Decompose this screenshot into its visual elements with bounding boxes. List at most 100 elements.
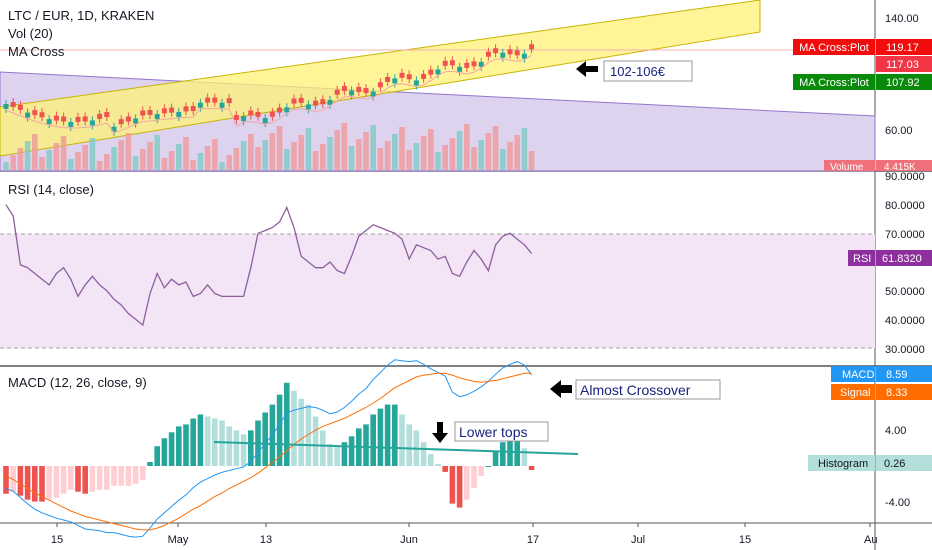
candle-body — [118, 119, 124, 125]
histogram-bar — [89, 466, 96, 492]
histogram-bar — [327, 444, 333, 466]
candle-body — [428, 69, 434, 75]
volume-bar — [334, 130, 340, 170]
price-tick: 60.00 — [885, 125, 913, 137]
histogram-bar — [183, 424, 189, 466]
candle-body — [17, 104, 23, 110]
candle-body — [298, 97, 304, 103]
candle-body — [464, 62, 470, 68]
histogram-bar — [53, 466, 60, 498]
svg-text:119.17: 119.17 — [886, 42, 919, 54]
time-label: Au — [864, 534, 877, 546]
histogram-bar — [75, 466, 81, 492]
volume-bar — [507, 142, 513, 170]
histogram-bar — [471, 466, 477, 488]
histogram-bar — [449, 466, 456, 504]
histogram-bar — [276, 394, 283, 466]
time-label: 13 — [260, 534, 272, 546]
ma-cross-badge-2: MA Cross:Plot 107.92 — [793, 74, 932, 90]
histogram-bar — [24, 466, 31, 500]
histogram-bar — [197, 414, 204, 466]
candle-body — [385, 77, 391, 82]
histogram-bar — [3, 466, 9, 494]
volume-bar — [240, 141, 247, 170]
histogram-bar — [132, 466, 139, 484]
volume-bar — [370, 125, 376, 170]
svg-text:RSI: RSI — [853, 253, 871, 265]
candle-body — [377, 82, 383, 88]
svg-text:107.92: 107.92 — [886, 77, 920, 89]
volume-bar — [32, 134, 38, 170]
volume-bar — [413, 143, 420, 170]
volume-bar — [147, 142, 153, 170]
candle-body — [25, 112, 31, 118]
volume-bar — [96, 161, 103, 170]
volume-bar — [442, 145, 448, 170]
candle-body — [61, 116, 67, 122]
histogram-bar — [204, 416, 211, 466]
histogram-bar — [492, 452, 499, 466]
histogram-bar — [298, 398, 304, 466]
histogram-bar — [363, 424, 369, 466]
candle-body — [500, 52, 506, 58]
histogram-bar — [392, 404, 398, 466]
histogram-bar — [464, 466, 470, 500]
histogram-bar — [500, 442, 506, 466]
histogram-bar — [442, 466, 448, 472]
candle-body — [32, 110, 38, 116]
histogram-bar — [46, 466, 52, 500]
candle-body — [493, 48, 499, 54]
candle-body — [176, 111, 182, 117]
candle-body — [205, 97, 211, 103]
volume-bar — [10, 155, 16, 170]
histogram-bar — [10, 466, 16, 492]
volume-bar — [104, 154, 110, 170]
candle-body — [161, 108, 167, 114]
histogram-bar — [478, 466, 484, 476]
histogram-bar — [111, 466, 117, 486]
histogram-bar — [176, 426, 182, 466]
volume-bar — [514, 135, 520, 170]
volume-bar — [528, 151, 535, 170]
volume-bar — [492, 126, 499, 170]
svg-text:MA Cross:Plot: MA Cross:Plot — [799, 77, 869, 89]
candle-body — [449, 60, 455, 66]
candle-body — [269, 111, 275, 117]
candle-body — [313, 100, 319, 106]
volume-bars — [3, 123, 535, 170]
volume-bar — [320, 144, 326, 170]
histogram-bar — [96, 466, 103, 490]
histogram-bar — [284, 382, 290, 466]
histogram-bar — [348, 436, 355, 466]
histogram-bar — [233, 430, 240, 466]
candle-body — [147, 110, 153, 115]
candle-body — [284, 107, 290, 113]
volume-bar — [89, 138, 96, 170]
histogram-bar — [485, 466, 492, 467]
candle-body — [46, 119, 52, 125]
rsi-tick: 50.0000 — [885, 286, 925, 298]
candles — [3, 40, 535, 136]
macd-tick: -4.00 — [885, 497, 910, 509]
histogram-bar — [226, 426, 232, 466]
candle-body — [68, 122, 74, 127]
histogram-bar — [456, 466, 463, 508]
candle-body — [169, 107, 175, 113]
volume-bar — [219, 162, 225, 170]
arrow-left-icon — [576, 61, 598, 77]
rsi-label: RSI (14, close) — [8, 182, 94, 197]
svg-text:8.59: 8.59 — [886, 369, 907, 381]
svg-text:117.03: 117.03 — [886, 59, 919, 71]
candle-body — [190, 106, 196, 111]
histogram-bar — [334, 446, 340, 466]
histogram-bar — [406, 424, 412, 466]
volume-bar — [197, 153, 204, 170]
volume-bar — [428, 129, 434, 170]
histogram-bar — [125, 466, 132, 486]
volume-bar — [75, 152, 81, 170]
candle-body — [97, 113, 103, 119]
candle-body — [255, 111, 261, 117]
svg-text:Signal: Signal — [840, 387, 871, 399]
arrow-down-icon — [432, 422, 448, 443]
